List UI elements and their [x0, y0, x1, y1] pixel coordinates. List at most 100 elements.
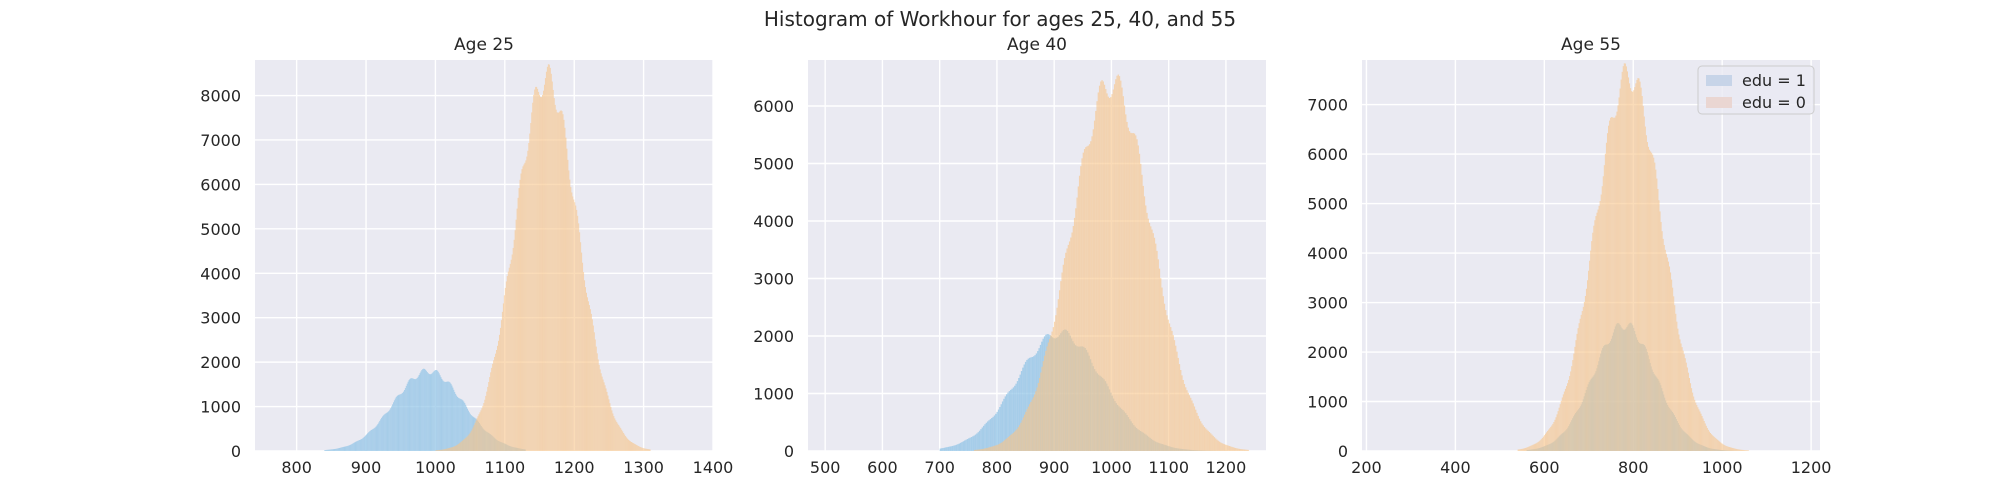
histogram-bar — [518, 188, 520, 452]
histogram-bar — [513, 239, 515, 451]
histogram-bar — [558, 112, 560, 451]
histogram-bar — [442, 449, 444, 451]
histogram-bar — [966, 439, 969, 451]
histogram-bar — [440, 377, 442, 451]
histogram-bar — [1007, 436, 1009, 451]
histogram-bar — [954, 445, 956, 451]
histogram-bar — [1132, 133, 1134, 451]
histogram-bar — [1567, 383, 1569, 451]
histogram-bar — [1066, 248, 1068, 451]
histogram-bar — [384, 413, 386, 451]
histogram-bar — [1017, 427, 1019, 451]
histogram-bar — [1517, 449, 1519, 451]
histogram-bar — [1142, 185, 1144, 451]
histogram-bar — [1225, 444, 1227, 451]
x-tick-label: 600 — [867, 458, 898, 477]
histogram-bar — [485, 395, 487, 451]
histogram-bar — [1246, 449, 1248, 451]
histogram-bar — [587, 301, 589, 451]
histogram-bar — [1569, 376, 1571, 451]
histogram-bar — [450, 383, 452, 451]
histogram-bar — [1013, 431, 1016, 451]
histogram-bar — [609, 403, 611, 451]
histogram-bar — [1560, 400, 1562, 451]
histogram-bar — [1594, 220, 1596, 451]
histogram-bar — [562, 114, 564, 451]
histogram-bar — [586, 292, 587, 451]
histogram-bar — [458, 443, 460, 451]
histogram-bar — [1195, 409, 1197, 451]
x-tick-label: 900 — [1039, 458, 1070, 477]
histogram-bar — [463, 439, 465, 451]
histogram-bar — [1730, 447, 1733, 451]
histogram-bar — [1726, 446, 1728, 451]
histogram-bar — [1615, 115, 1617, 452]
histogram-bar — [534, 89, 536, 452]
histogram-bar — [476, 418, 478, 451]
histogram-bar — [1243, 449, 1246, 451]
histogram-bar — [531, 112, 533, 451]
histogram-bar — [455, 445, 457, 451]
histogram-bar — [997, 444, 1000, 451]
histogram-bar — [618, 425, 620, 451]
histogram-bar — [1223, 444, 1226, 451]
histogram-bar — [429, 374, 431, 451]
histogram-bar — [950, 446, 952, 451]
histogram-bar — [533, 94, 535, 451]
legend-label: edu = 1 — [1742, 71, 1806, 90]
histogram-bar — [503, 295, 505, 451]
histogram-bar — [1597, 209, 1599, 451]
y-tick-label: 6000 — [200, 175, 241, 194]
histogram-bar — [348, 445, 350, 451]
histogram-bar — [1025, 411, 1027, 451]
histogram-bar — [965, 439, 967, 451]
y-tick-label: 2000 — [753, 327, 794, 346]
x-tick-label: 600 — [1529, 458, 1560, 477]
histogram-bar — [1692, 392, 1694, 451]
histogram-bar — [470, 431, 472, 451]
histogram-bar — [970, 437, 973, 451]
histogram-bar — [1592, 232, 1594, 451]
histogram-bar — [451, 385, 453, 451]
histogram-bar — [495, 353, 497, 451]
histogram-bar — [1001, 442, 1003, 451]
histogram-bar — [441, 449, 443, 451]
histogram-bar — [1140, 163, 1142, 451]
histogram-bar — [1645, 135, 1647, 452]
histogram-bar — [363, 436, 365, 451]
histogram-bar — [1707, 429, 1709, 451]
histogram-bar — [475, 420, 477, 451]
histogram-bar — [1681, 347, 1683, 451]
histogram-bar — [1181, 375, 1183, 451]
histogram-bar — [942, 448, 944, 451]
histogram-bar — [1582, 306, 1584, 451]
histogram-bar — [1211, 434, 1213, 451]
histogram-bar — [1696, 405, 1698, 451]
histogram-bar — [598, 364, 600, 451]
histogram-bar — [1598, 205, 1600, 451]
histogram-bar — [478, 414, 480, 451]
histogram-bar — [1185, 387, 1187, 451]
histogram-bar — [351, 443, 353, 451]
histogram-bar — [1667, 261, 1669, 451]
histogram-bar — [1562, 394, 1564, 451]
histogram-bar — [1662, 238, 1664, 451]
y-tick-label: 3000 — [1307, 294, 1348, 313]
histogram-bar — [1088, 144, 1091, 451]
histogram-bar — [1613, 117, 1615, 451]
histogram-bar — [584, 280, 586, 451]
histogram-bar — [1522, 448, 1524, 451]
histogram-bar — [1678, 334, 1680, 451]
histogram-bar — [580, 242, 582, 451]
histogram-bar — [403, 391, 404, 451]
histogram-bar — [456, 395, 458, 451]
histogram-bar — [1534, 443, 1536, 451]
histogram-bar — [1011, 433, 1013, 451]
histogram-bar — [1231, 446, 1233, 451]
histogram-bar — [1546, 432, 1548, 451]
histogram-bar — [985, 422, 988, 451]
histogram-bar — [542, 94, 543, 451]
histogram-bar — [1685, 362, 1687, 451]
histogram-bar — [1226, 445, 1228, 451]
histogram-bar — [337, 448, 339, 451]
